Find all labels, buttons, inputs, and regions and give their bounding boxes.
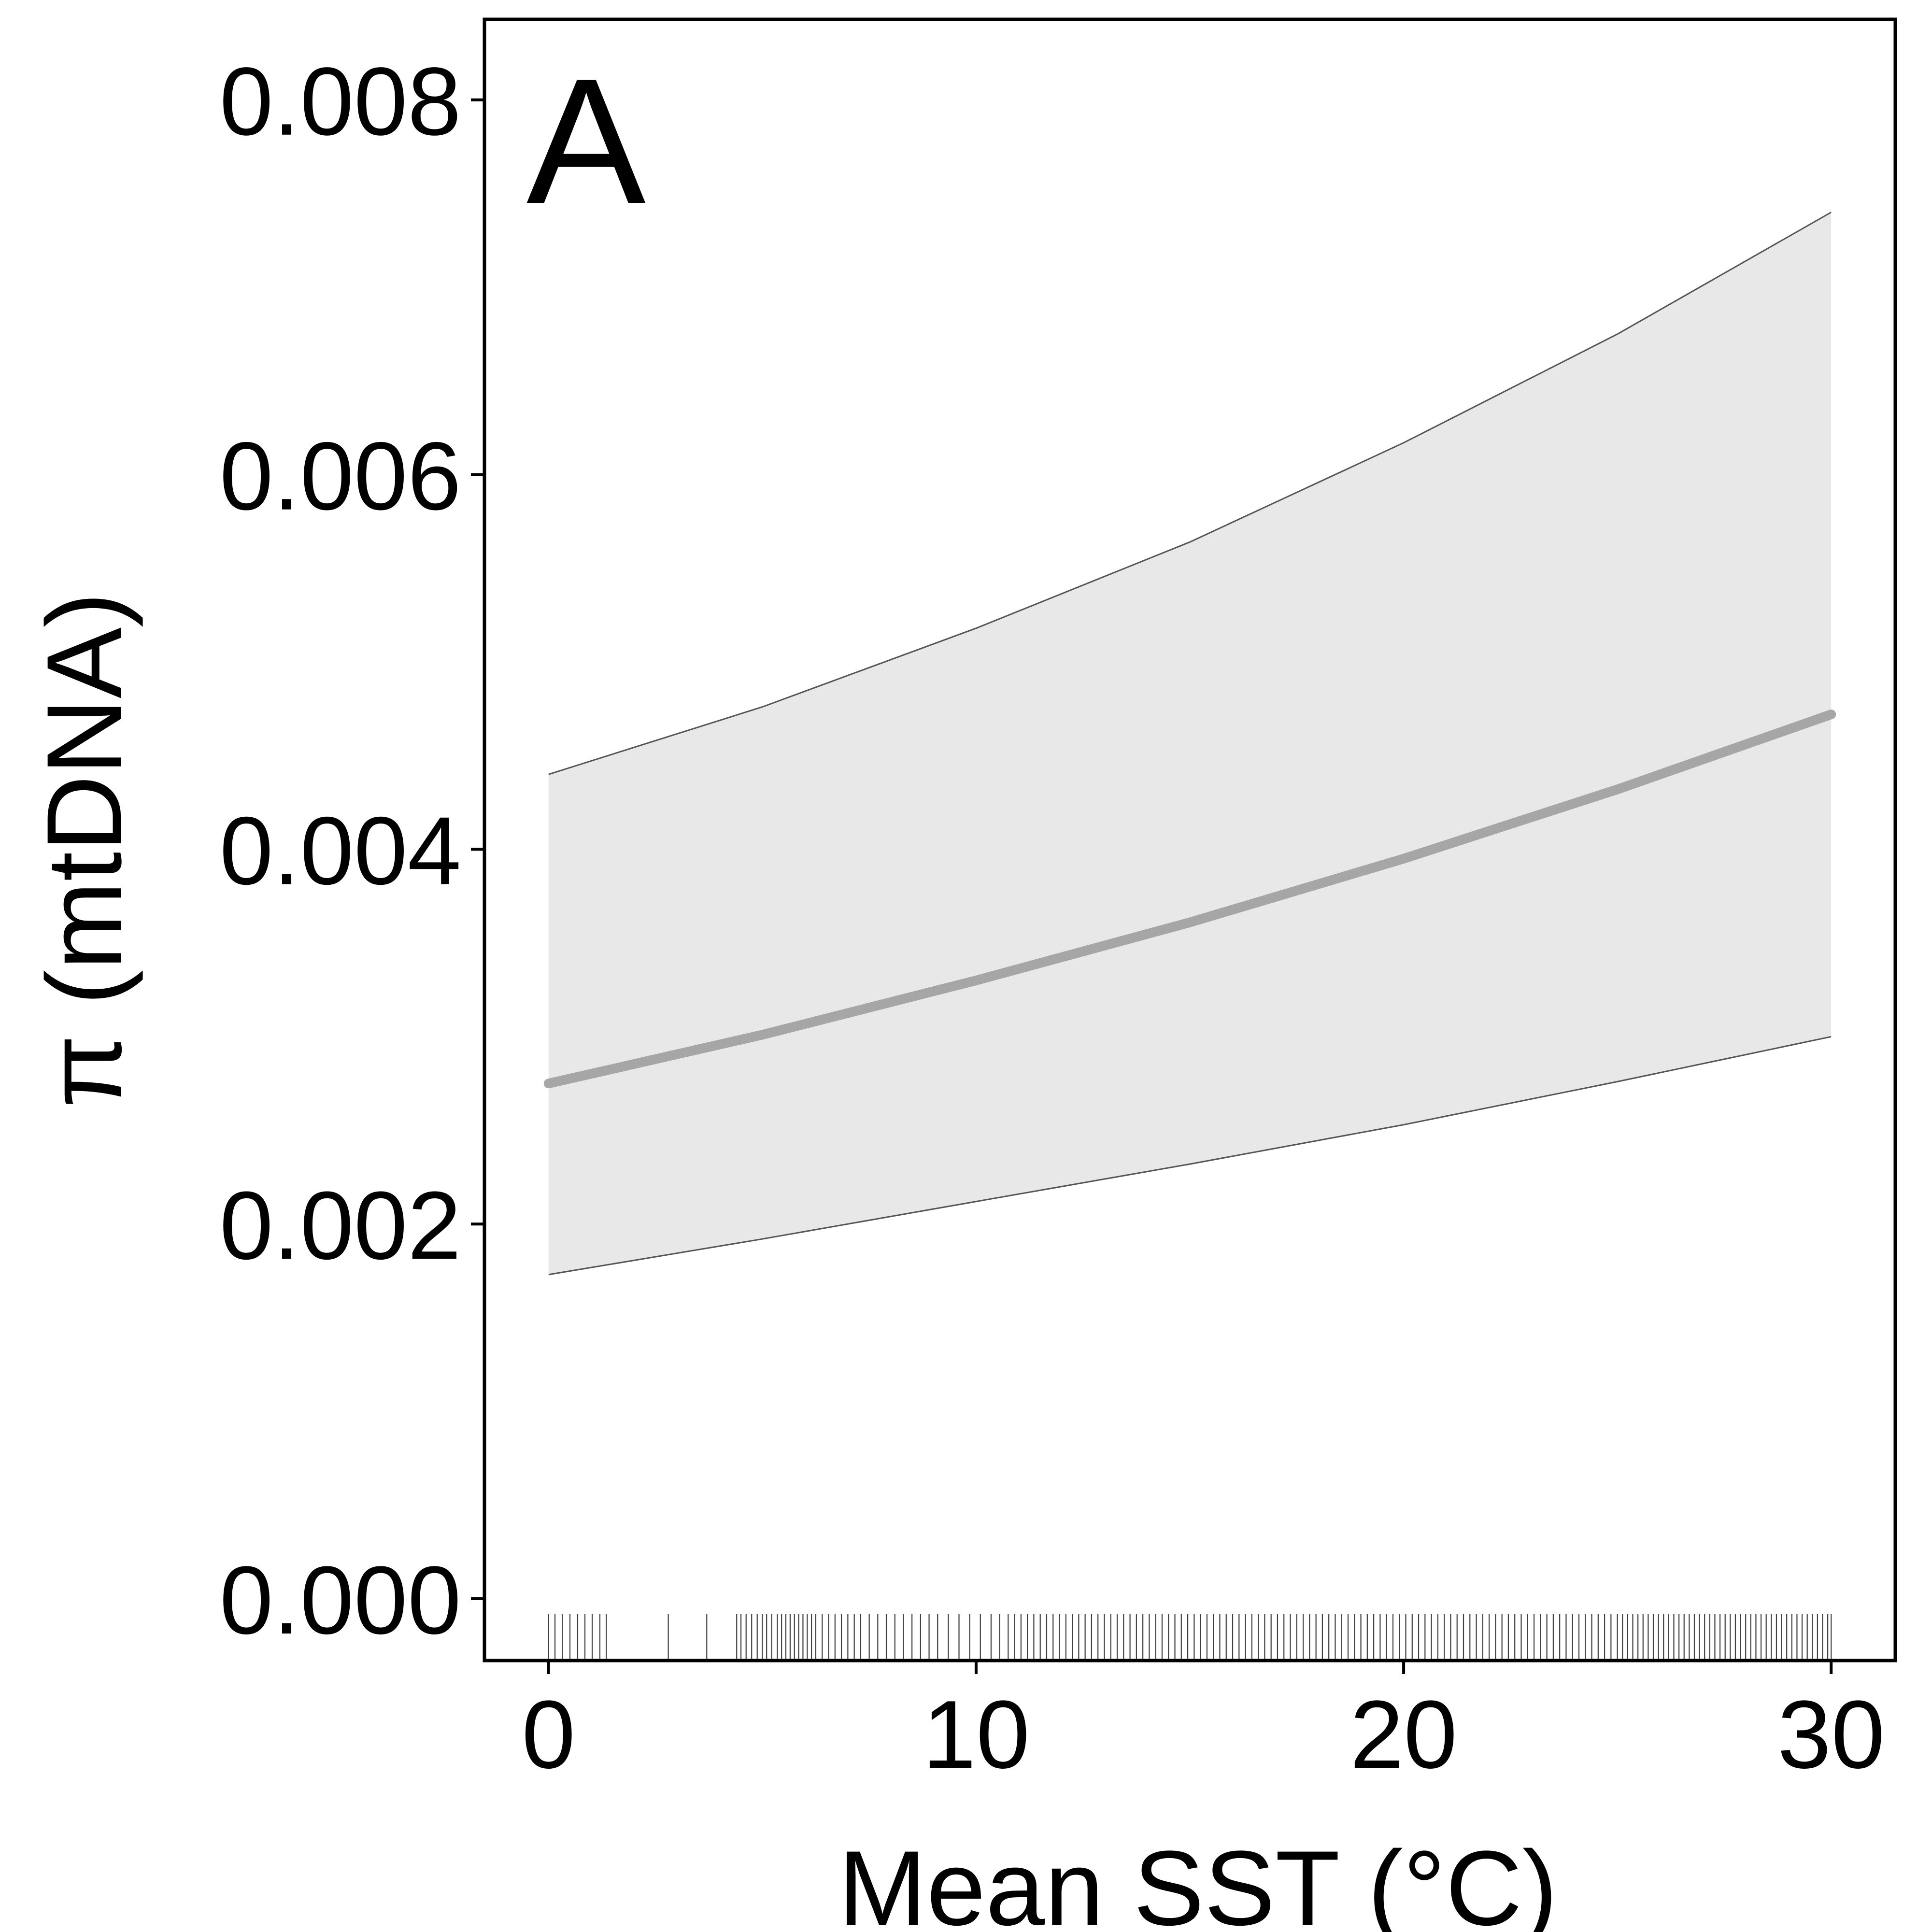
y-tick-label: 0.008: [220, 48, 462, 156]
y-tick-label: 0.000: [220, 1547, 462, 1654]
y-tick-label: 0.002: [220, 1172, 462, 1279]
ci-lower-line: [548, 1036, 1832, 1276]
x-tick-label: 10: [923, 1681, 1030, 1789]
y-tick-label: 0.006: [220, 423, 462, 530]
confidence-band: [548, 212, 1832, 1275]
x-axis-title: Mean SST (°C): [838, 1829, 1558, 1932]
panel-label: A: [526, 42, 647, 241]
rug-layer: [548, 1614, 1832, 1661]
y-axis-title: π (mtDNA): [25, 592, 143, 1108]
fit-line-layer: [543, 710, 1836, 1089]
confidence-band-layer: [548, 212, 1832, 1276]
plot-frame: [483, 17, 1897, 1662]
fit-line: [543, 710, 1836, 1089]
x-tick-label: 0: [522, 1681, 575, 1789]
axes-layer: [483, 17, 1897, 1662]
y-tick-label: 0.004: [220, 797, 462, 905]
x-tick-label: 20: [1350, 1681, 1457, 1789]
ci-upper-line: [548, 212, 1832, 775]
tick-layer: 0 10 20 30 0.000 0.002 0.004 0.006 0.008: [220, 48, 1885, 1789]
x-tick-label: 30: [1777, 1681, 1885, 1789]
